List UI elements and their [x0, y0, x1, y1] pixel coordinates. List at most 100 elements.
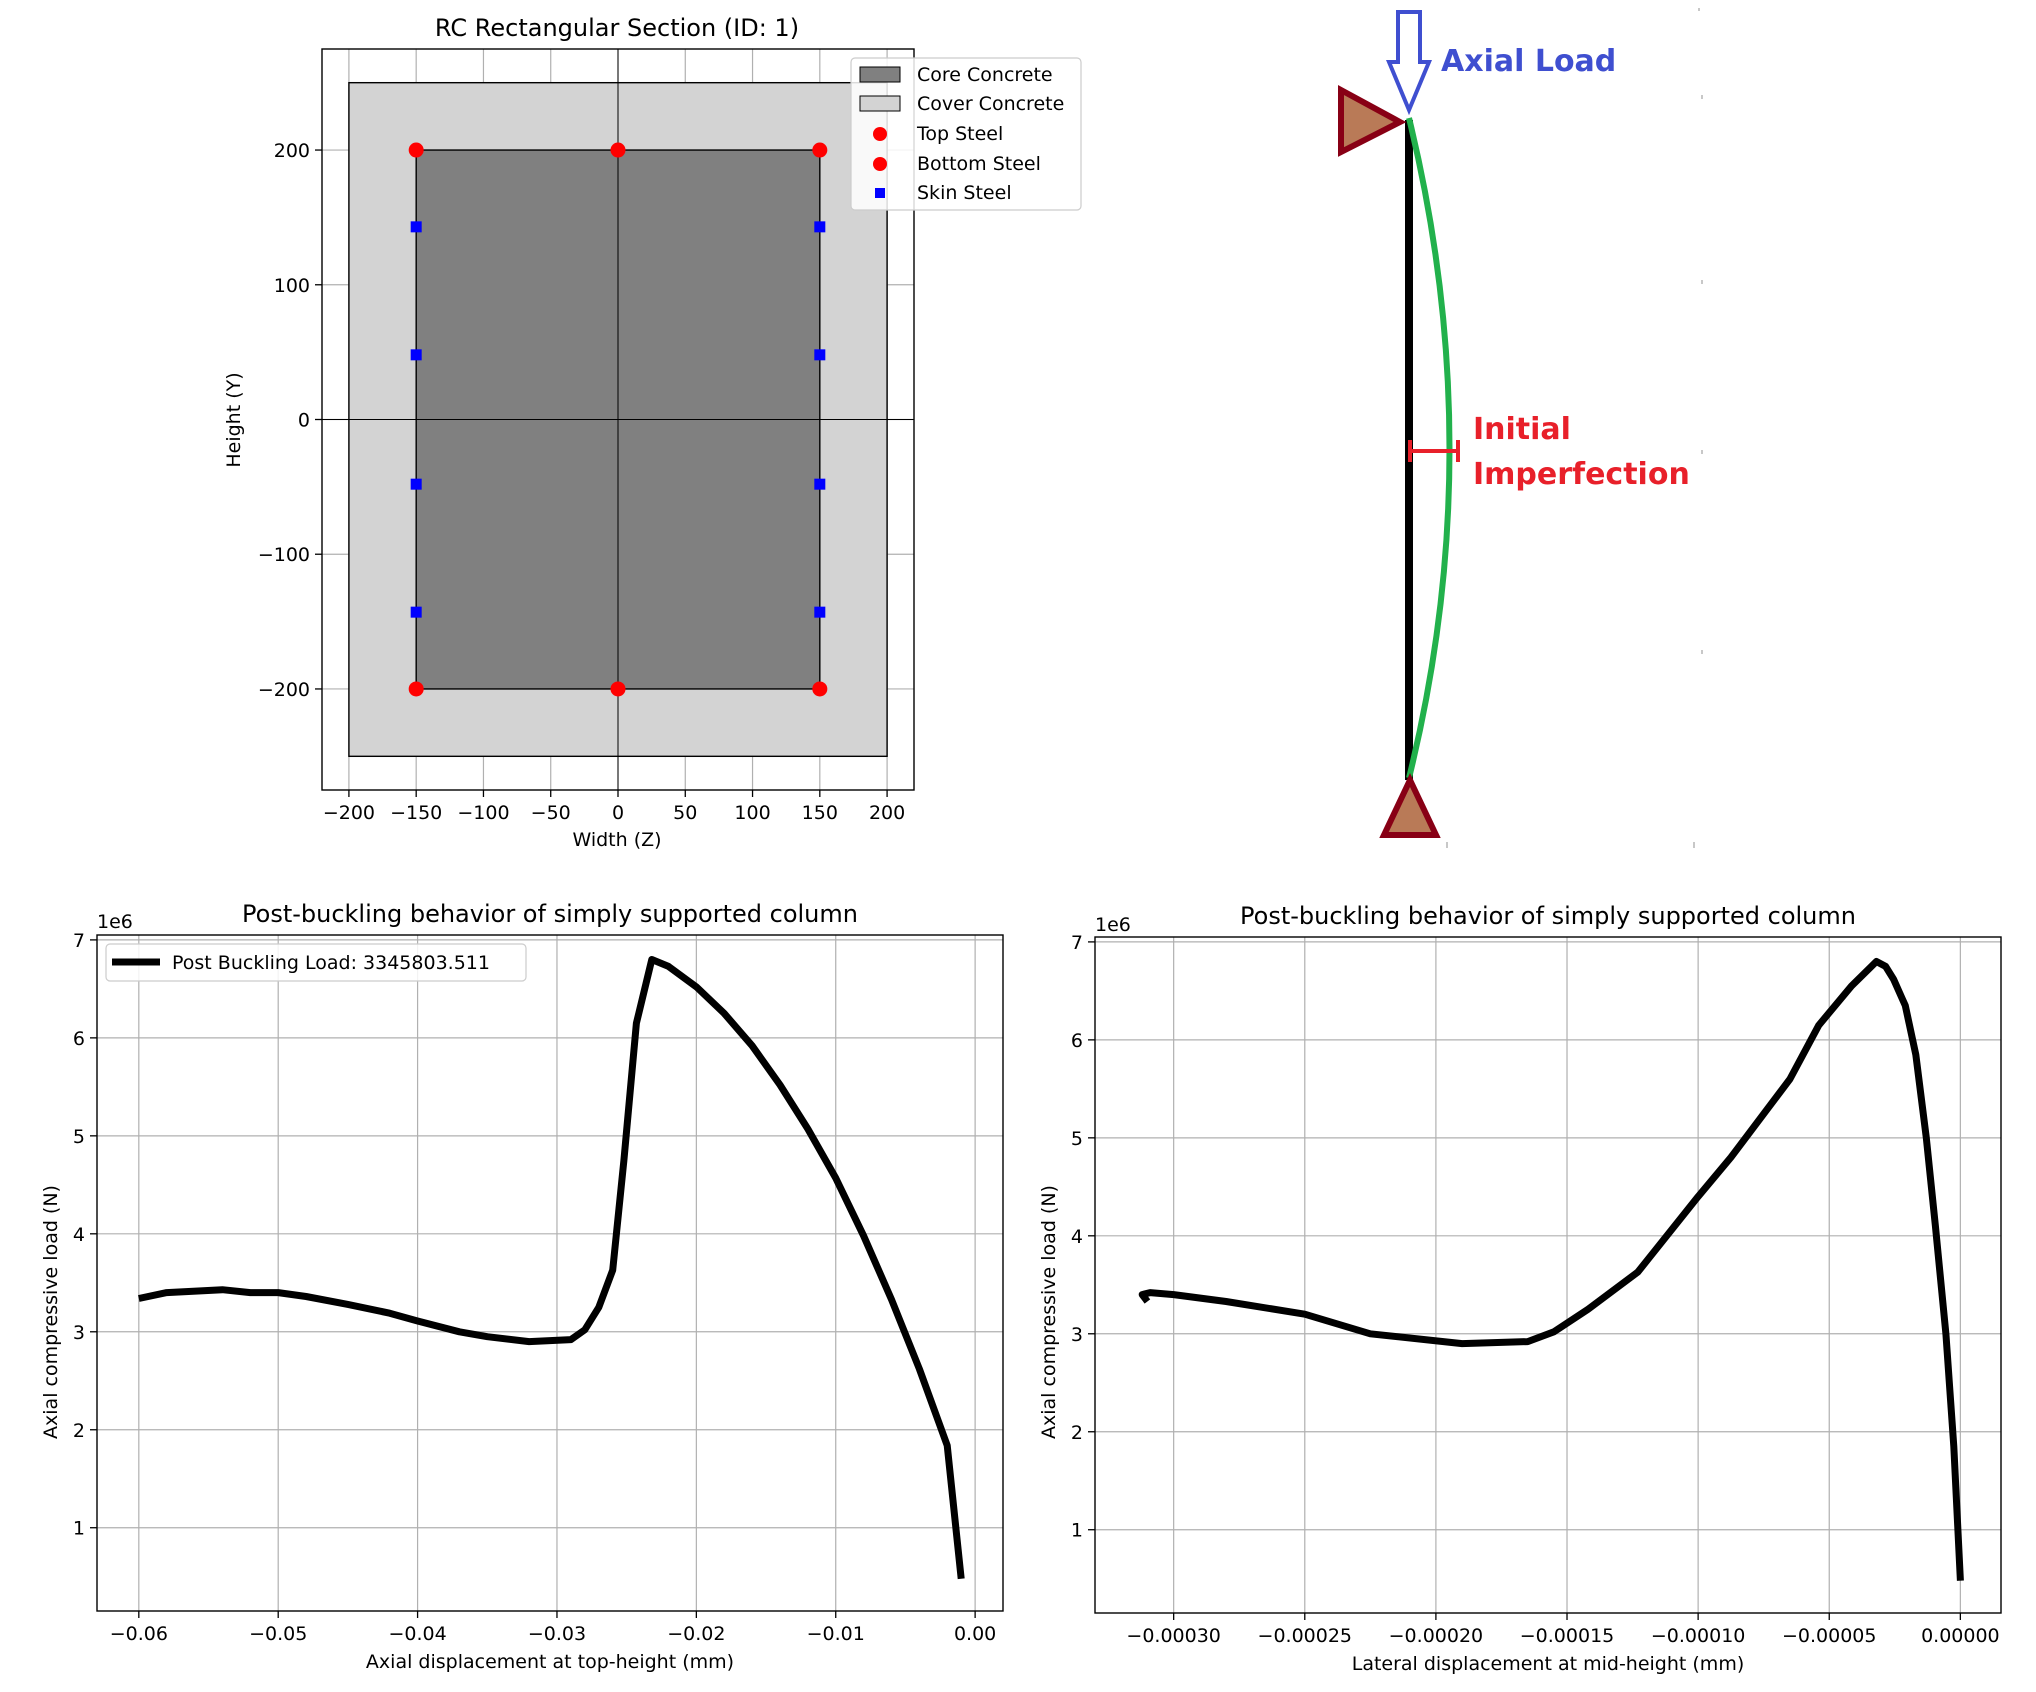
y-tick-label: 1 — [1071, 1520, 1083, 1542]
top-pin-support — [1338, 84, 1407, 157]
skin-steel-bar — [814, 606, 826, 618]
lateral-plot-title: Post-buckling behavior of simply support… — [1240, 902, 1856, 930]
top-steel-bar — [812, 142, 828, 158]
section-x-axis-label: Width (Z) — [572, 829, 661, 851]
legend-marker-skin-steel — [875, 188, 885, 198]
y-tick-label: 2 — [73, 1420, 85, 1442]
axial-x-axis-label: Axial displacement at top-height (mm) — [366, 1651, 734, 1673]
lateral-y-axis-label: Axial compressive load (N) — [1038, 1185, 1060, 1439]
axial-legend-label: Post Buckling Load: 3345803.511 — [172, 952, 490, 974]
axial-plot-frame — [96, 934, 1004, 1612]
y-tick-label: 4 — [73, 1224, 85, 1246]
axial-x-ticks: −0.06 −0.05 −0.04 −0.03 −0.02 −0.01 0.00 — [110, 1611, 996, 1645]
lateral-x-axis-label: Lateral displacement at mid-height (mm) — [1352, 1653, 1745, 1675]
bottom-pin-support — [1379, 772, 1441, 838]
section-y-axis-label: Height (Y) — [223, 372, 245, 467]
x-tick-label: −0.00015 — [1520, 1625, 1615, 1647]
section-plot: RC Rectangular Section (ID: 1) −200 −150−… — [223, 14, 1082, 851]
legend-marker-top-steel — [873, 127, 887, 141]
legend-label-skin-steel: Skin Steel — [917, 182, 1012, 204]
x-tick-label: 100 — [734, 802, 770, 824]
top-steel-bar — [408, 142, 424, 158]
y-tick-label: 6 — [1071, 1030, 1083, 1052]
skin-steel-bar — [410, 221, 422, 233]
axial-plot-grid — [97, 935, 1003, 1611]
y-tick-label: −100 — [258, 544, 310, 566]
y-tick-label: 1 — [73, 1518, 85, 1540]
y-tick-label: 5 — [73, 1126, 85, 1148]
lateral-plot-frame — [1094, 936, 2002, 1614]
axial-legend: Post Buckling Load: 3345803.511 — [105, 943, 527, 982]
skin-steel-bar — [410, 478, 422, 490]
y-tick-label: 3 — [1071, 1324, 1083, 1346]
skin-steel-bar — [410, 606, 422, 618]
y-tick-label: 200 — [274, 140, 310, 162]
x-tick-label: −0.03 — [528, 1623, 586, 1645]
legend-swatch-core-concrete — [859, 66, 901, 83]
legend-swatch-cover-concrete — [859, 95, 901, 112]
legend-marker-bottom-steel — [873, 157, 887, 171]
section-title: RC Rectangular Section (ID: 1) — [435, 14, 799, 42]
bottom-steel-bar — [408, 681, 424, 697]
top-steel-bar — [610, 142, 626, 158]
column-diagram: Axial Load Initial Imperfection — [1338, 8, 1703, 848]
axial-y-ticks: 1 2 3 4 5 6 7 — [73, 930, 97, 1540]
y-tick-label: 0 — [298, 410, 310, 432]
section-zero-axes — [322, 49, 914, 790]
y-tick-label: 7 — [73, 930, 85, 952]
bottom-steel-bar — [812, 681, 828, 697]
deflected-shape — [1406, 117, 1453, 779]
y-tick-label: 100 — [274, 275, 310, 297]
y-tick-label: 2 — [1071, 1422, 1083, 1444]
x-tick-label: −0.00030 — [1126, 1625, 1221, 1647]
bottom-steel-bar — [610, 681, 626, 697]
axial-y-multiplier: 1e6 — [97, 911, 133, 933]
section-steel-bars — [408, 142, 828, 697]
x-tick-label: −0.01 — [807, 1623, 865, 1645]
axial-y-axis-label: Axial compressive load (N) — [40, 1185, 62, 1439]
skin-steel-bar — [814, 221, 826, 233]
x-tick-label: −200 — [323, 802, 375, 824]
x-tick-label: −0.00005 — [1782, 1625, 1877, 1647]
axial-load-label: Axial Load — [1441, 44, 1616, 79]
axial-load-curve — [138, 956, 965, 1580]
legend-label-bottom-steel: Bottom Steel — [917, 153, 1041, 175]
skin-steel-bar — [410, 349, 422, 361]
lateral-load-curve — [1138, 958, 1964, 1581]
x-tick-label: −0.02 — [667, 1623, 725, 1645]
section-legend-frame — [850, 57, 1082, 211]
imperfection-label-line2: Imperfection — [1473, 457, 1690, 492]
diagram-border-marks — [1446, 8, 1703, 848]
x-tick-label: 0 — [612, 802, 624, 824]
x-tick-label: −100 — [457, 802, 509, 824]
axial-load-arrow — [1386, 10, 1432, 116]
x-tick-label: 150 — [802, 802, 838, 824]
x-tick-label: −0.04 — [388, 1623, 446, 1645]
skin-steel-bar — [814, 478, 826, 490]
x-tick-label: −0.00025 — [1258, 1625, 1353, 1647]
legend-label-top-steel: Top Steel — [916, 123, 1003, 145]
y-tick-label: 6 — [73, 1028, 85, 1050]
axial-displacement-plot: Post-buckling behavior of simply support… — [40, 900, 1004, 1673]
x-tick-label: 0.00000 — [1921, 1625, 2000, 1647]
axial-plot-title: Post-buckling behavior of simply support… — [242, 900, 858, 928]
x-tick-label: −0.06 — [110, 1623, 168, 1645]
lateral-y-multiplier: 1e6 — [1095, 914, 1131, 936]
x-tick-label: 50 — [673, 802, 697, 824]
x-tick-label: −0.00020 — [1389, 1625, 1484, 1647]
y-tick-label: 3 — [73, 1322, 85, 1344]
legend-label-core-concrete: Core Concrete — [917, 64, 1053, 86]
x-tick-label: 200 — [869, 802, 905, 824]
y-tick-label: 5 — [1071, 1128, 1083, 1150]
x-tick-label: −50 — [531, 802, 571, 824]
imperfection-label-line1: Initial — [1473, 412, 1571, 447]
axial-legend-frame — [105, 943, 527, 982]
y-tick-label: 4 — [1071, 1226, 1083, 1248]
lateral-x-ticks: −0.00030 −0.00025 −0.00020 −0.00015 −0.00010… — [1126, 1613, 2000, 1647]
x-tick-label: −150 — [390, 802, 442, 824]
skin-steel-bar — [814, 349, 826, 361]
legend-label-cover-concrete: Cover Concrete — [917, 93, 1064, 115]
lateral-displacement-plot: Post-buckling behavior of simply support… — [1038, 902, 2002, 1675]
x-tick-label: −0.05 — [249, 1623, 307, 1645]
